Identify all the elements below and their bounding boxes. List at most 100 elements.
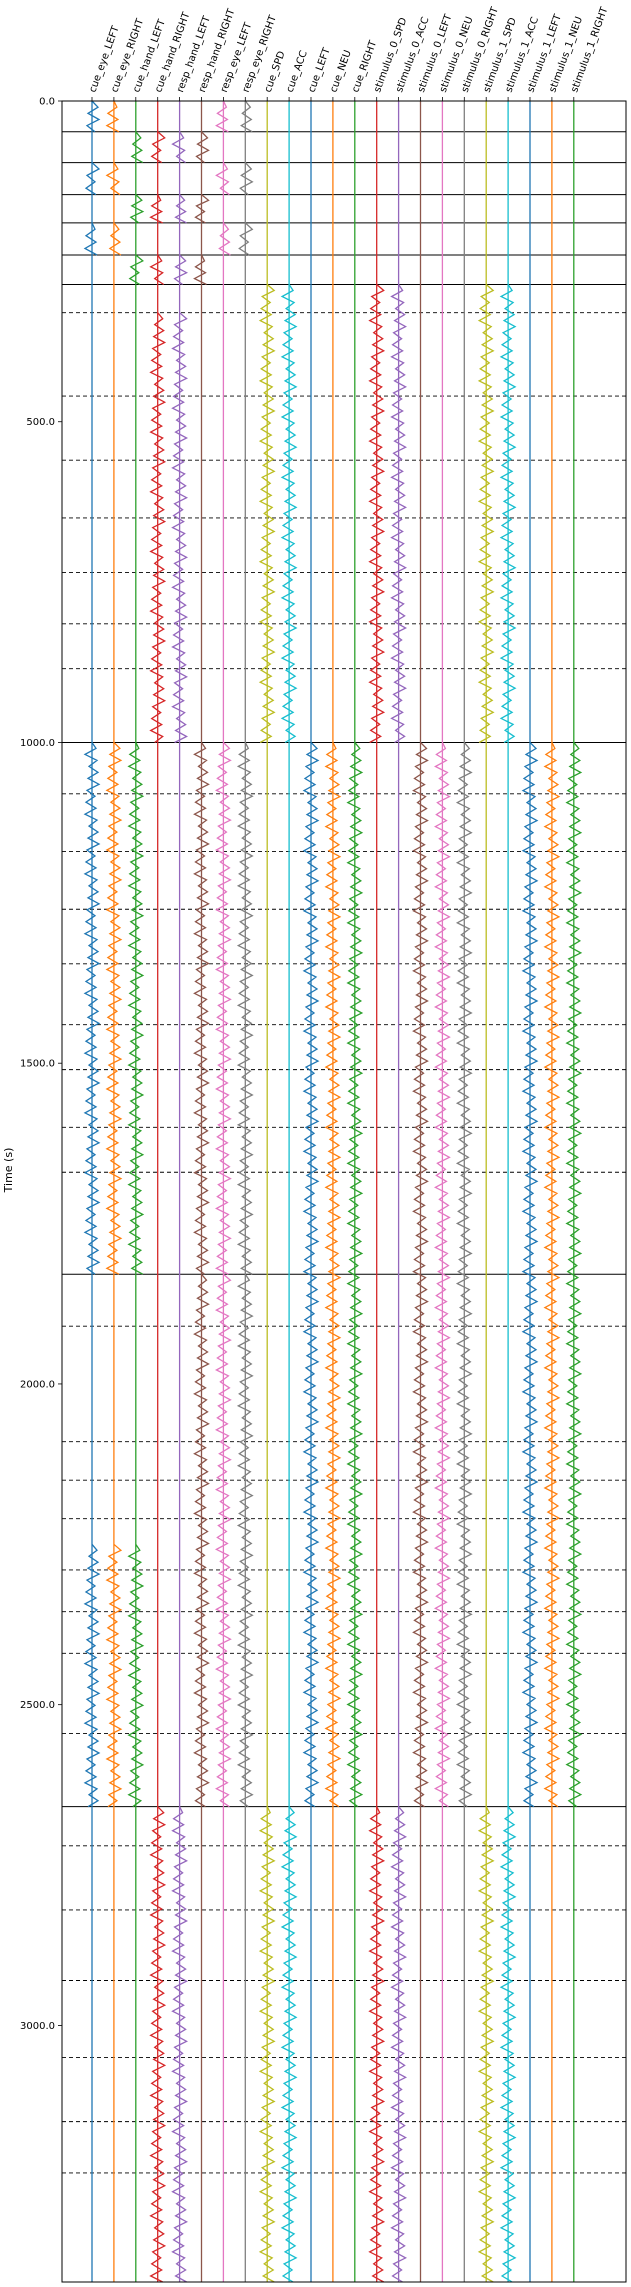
series-activity [195,131,210,164]
series-trace [83,97,101,2282]
series-activity [171,131,186,164]
series-activity [108,222,122,256]
series-activity [84,162,101,196]
series-activity [149,1806,167,2283]
plot-background [62,101,626,2282]
series-activity [412,742,429,1808]
series-activity [238,222,254,256]
series-activity [194,194,210,224]
series-activity [150,131,166,164]
series-activity [346,742,364,1808]
series-activity [239,162,254,196]
series-activity [193,1273,210,1808]
series-activity [83,742,101,1275]
series-layer [83,97,583,2283]
series-activity [390,284,408,744]
series-activity [193,254,207,286]
series-trace [521,97,539,2282]
series-activity [85,100,101,133]
series-activity [433,742,451,1808]
series-activity [171,1806,189,2283]
series-trace [499,97,517,2283]
series-activity [368,283,386,744]
series-activity [215,100,229,133]
event-lines [62,131,626,2174]
series-activity [368,1806,386,2283]
series-activity [258,283,276,744]
series-trace [543,97,561,2282]
series-activity [477,283,495,744]
y-tick-label: 0.0 [39,97,55,108]
series-activity [149,312,167,744]
series-activity [236,742,254,1275]
series-activity [477,1806,495,2283]
series-activity [280,1806,298,2283]
series-activity [302,742,320,1808]
series-label: cue_SPD [263,50,288,95]
series-activity [149,194,164,224]
plot-area [62,101,626,2282]
series-trace [127,97,145,2282]
series-label: cue_NEU [328,49,353,94]
series-trace [149,97,167,2283]
y-axis-label: Time (s) [2,1148,15,1194]
series-trace [390,97,408,2283]
series-activity [129,194,145,224]
series-trace [105,97,123,2282]
series-activity [258,1806,276,2283]
series-trace [433,97,451,2282]
series-trace [214,97,232,2282]
series-activity [236,1273,254,1808]
axes-frame [61,100,627,2283]
series-trace [455,97,473,2282]
series-activity [280,284,298,744]
series-activity [128,254,144,286]
series-labels: cue_eye_LEFTcue_eye_RIGHTcue_hand_LEFTcu… [87,5,610,94]
series-activity [105,1543,123,1808]
series-activity [105,162,121,196]
series-activity [83,1543,101,1808]
series-activity [218,222,231,256]
series-trace [324,97,342,2282]
series-activity [324,742,342,1808]
series-activity [130,131,144,164]
series-activity [171,312,189,744]
series-trace [346,97,364,2282]
series-trace [193,97,210,2282]
series-trace [565,97,583,2282]
series-activity [174,194,187,224]
series-activity [83,222,98,256]
series-label: cue_ACC [285,49,310,94]
series-trace [236,97,254,2282]
series-activity [105,742,123,1275]
series-activity [543,742,561,1808]
series-activity [499,1806,517,2283]
series-activity [214,1273,232,1808]
series-activity [173,254,189,286]
axes: 0.0 500.0 1000.0 1500.0 2000.0 2500.0 3000.0 [20,97,627,2283]
series-activity [127,1543,145,1808]
y-tick-label: 1000.0 [20,738,55,749]
series-activity [215,162,230,196]
series-activity [240,100,253,133]
series-activity [390,1806,408,2283]
series-activity [499,284,517,744]
y-tick-label: 2000.0 [20,1379,55,1390]
series-activity [521,742,539,1808]
series-activity [105,100,120,133]
series-activity [455,742,473,1808]
series-activity [127,742,145,1275]
series-trace [368,97,386,2283]
series-trace [302,97,320,2282]
y-tick-label: 500.0 [26,417,55,428]
y-tick-label: 3000.0 [20,2021,55,2032]
series-activity [193,742,210,1275]
series-trace [280,97,298,2283]
series-trace [171,97,189,2283]
series-activity [565,742,583,1808]
series-trace [258,97,276,2283]
series-activity [214,742,232,1275]
y-tick-label: 2500.0 [20,1700,55,1711]
series-trace [477,97,495,2283]
